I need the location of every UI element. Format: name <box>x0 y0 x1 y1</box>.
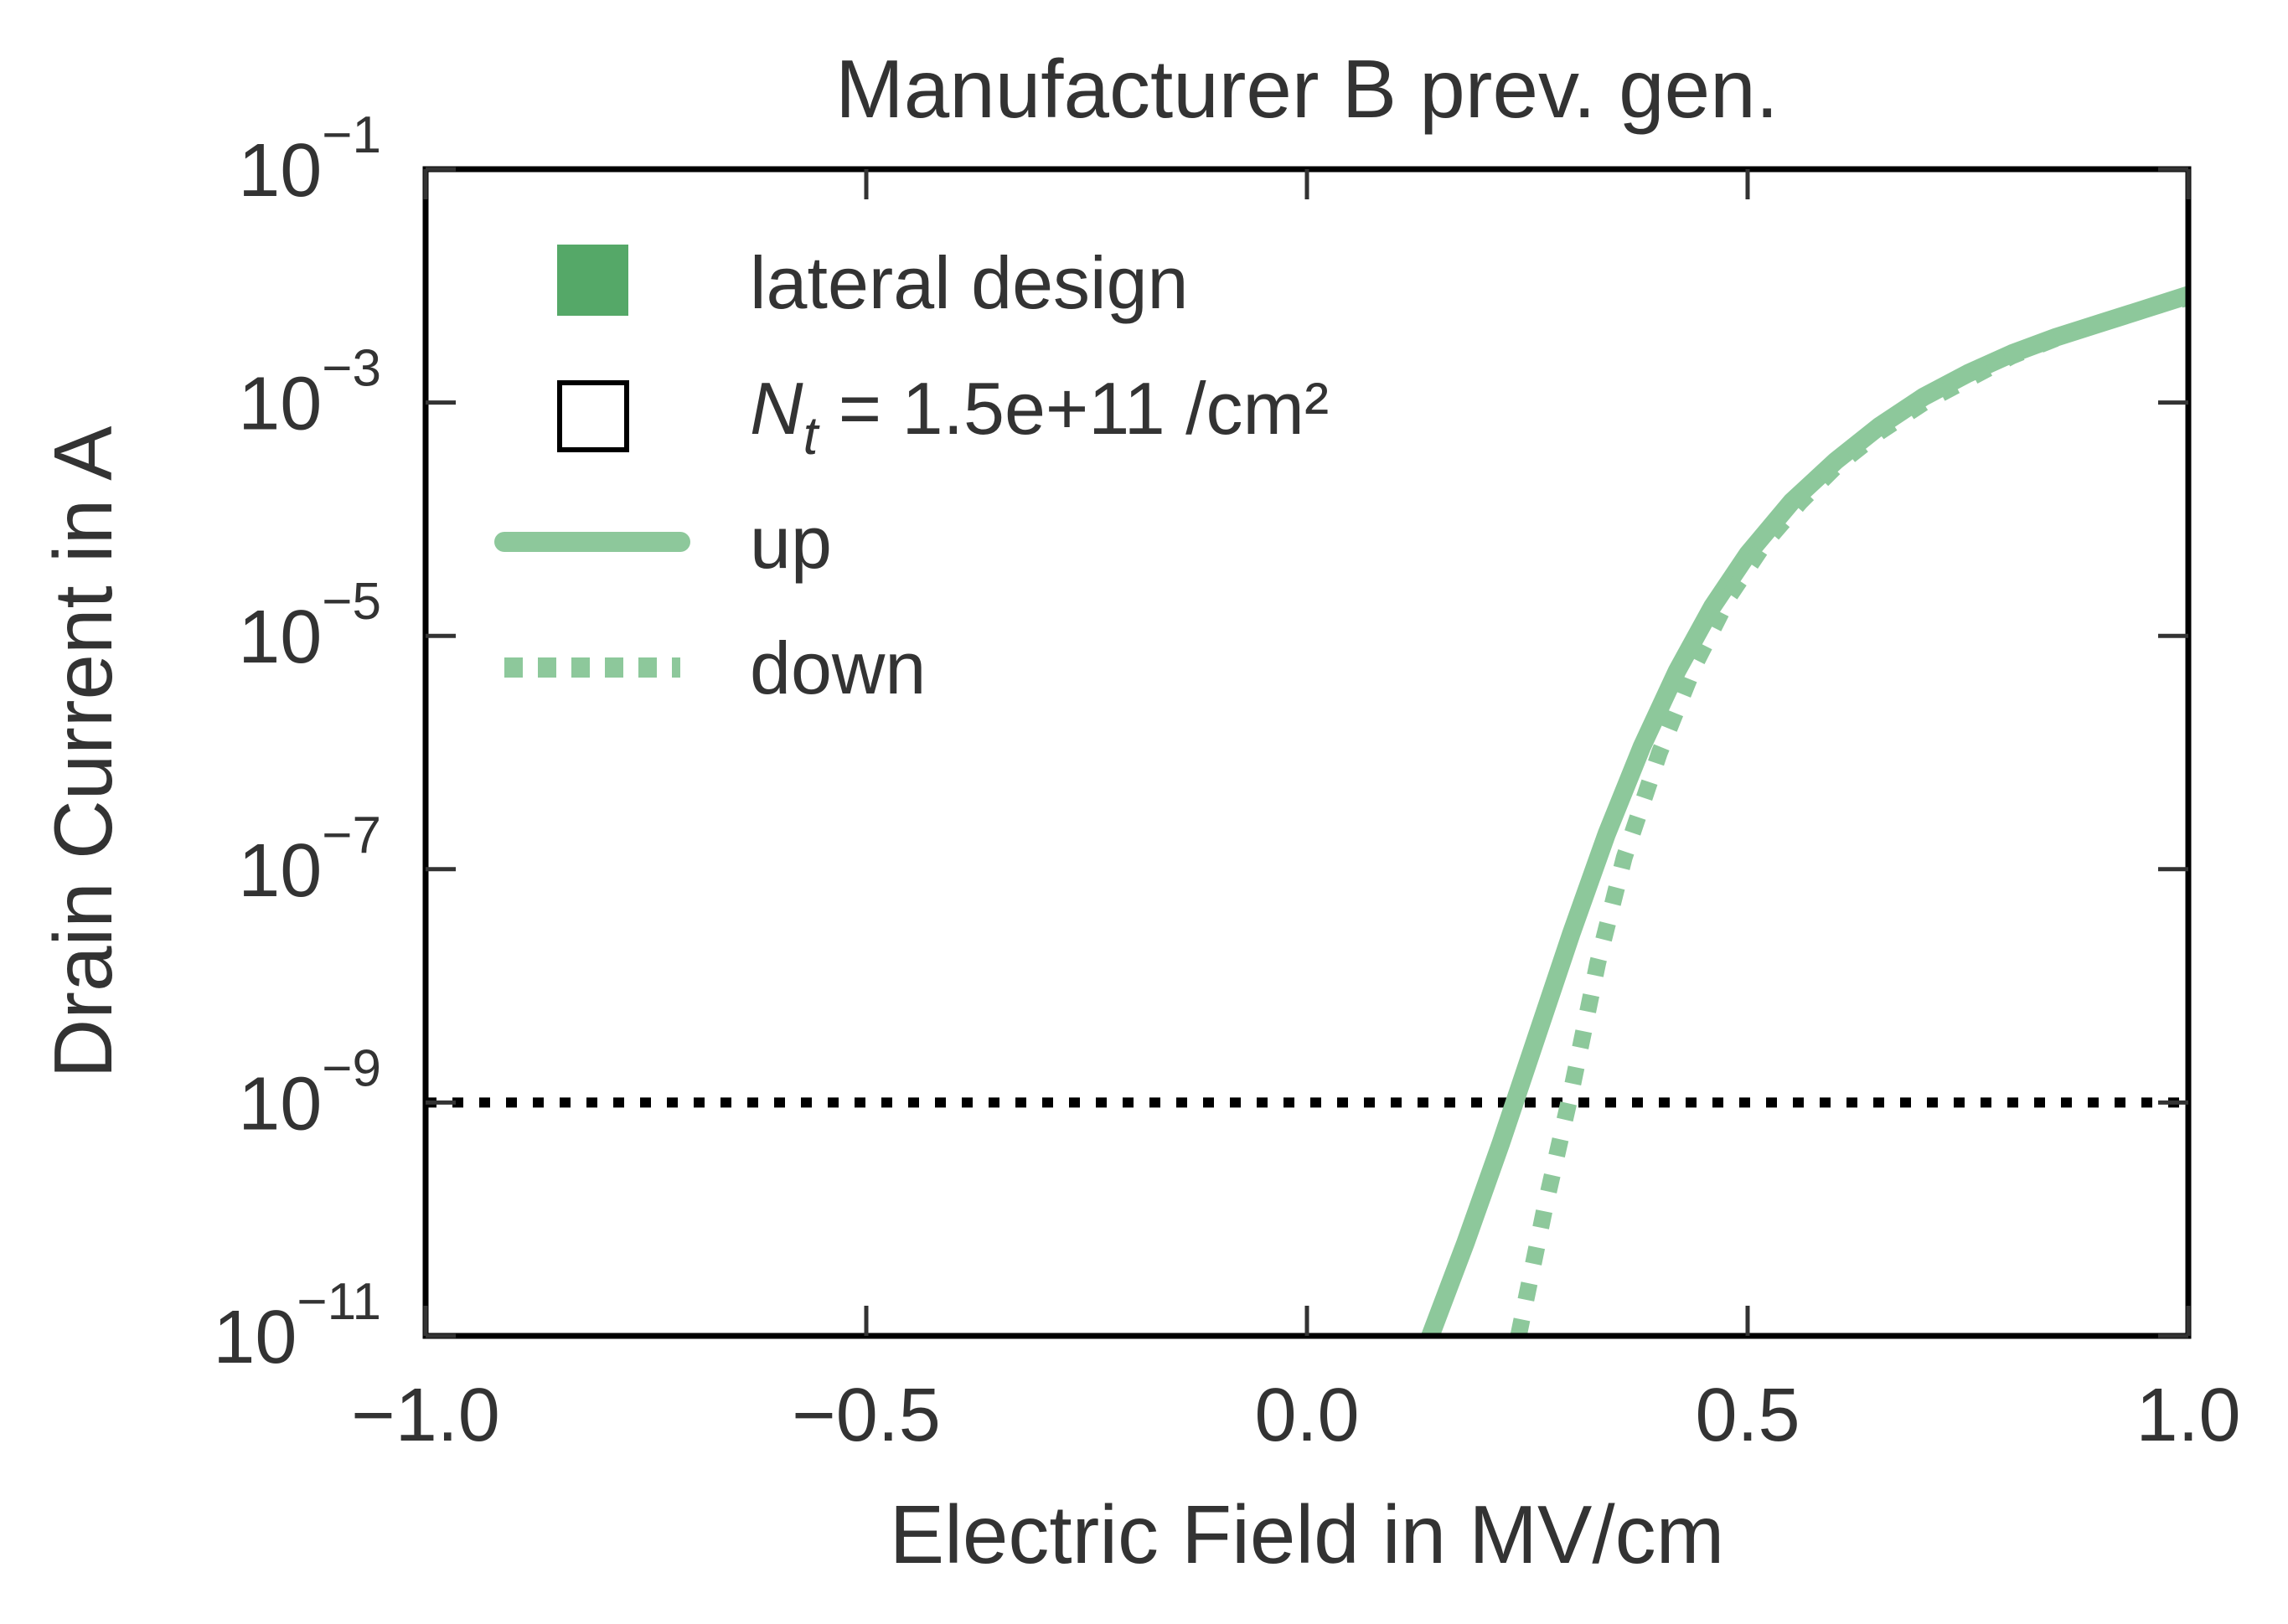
y-tick-label-exponent: −3 <box>322 340 381 398</box>
y-tick-label: 10−3 <box>238 340 381 446</box>
y-tick-label-base: 10 <box>238 595 322 679</box>
legend-label-nt-sub: t <box>803 405 820 466</box>
series-down-line <box>1510 289 2188 1336</box>
x-tick-label: 0.0 <box>1254 1374 1359 1457</box>
y-tick-label-exponent: −11 <box>297 1273 381 1331</box>
ticks-layer: −1.0 −0.5 0.0 0.5 1.010−1110−910−710−510−310… <box>213 106 2240 1457</box>
y-tick-label: 10−11 <box>213 1273 381 1379</box>
y-tick-label: 10−9 <box>238 1039 381 1146</box>
legend-label-nt: Nt = 1.5e+11 /cm² <box>750 367 1329 466</box>
y-tick-label-exponent: −9 <box>322 1039 381 1097</box>
y-tick-label: 10−5 <box>238 573 381 679</box>
chart-title: Manufacturer B prev. gen. <box>835 43 1779 135</box>
x-tick-label: 1.0 <box>2136 1374 2240 1457</box>
y-tick-label-base: 10 <box>213 1296 297 1379</box>
y-axis-label: Drain Current in A <box>37 425 129 1079</box>
y-tick-label-base: 10 <box>238 363 322 446</box>
x-tick-label: −1.0 <box>351 1374 500 1457</box>
legend-label-down: down <box>750 626 926 709</box>
legend-label-nt-rest: = 1.5e+11 /cm² <box>818 367 1329 450</box>
y-tick-label-exponent: −1 <box>322 106 381 164</box>
x-axis-label: Electric Field in MV/cm <box>890 1488 1725 1580</box>
legend-label-lateral-design: lateral design <box>750 241 1188 324</box>
y-tick-label: 10−1 <box>238 106 381 213</box>
series-layer <box>426 286 2188 1336</box>
y-tick-label-exponent: −7 <box>322 807 381 864</box>
legend: lateral design Nt = 1.5e+11 /cm² up down <box>494 241 1329 709</box>
y-tick-label-base: 10 <box>238 829 322 913</box>
x-tick-label: 0.5 <box>1695 1374 1800 1457</box>
legend-label-up: up <box>750 501 832 584</box>
y-tick-label-base: 10 <box>238 129 322 213</box>
x-tick-label: −0.5 <box>792 1374 941 1457</box>
y-tick-label-base: 10 <box>238 1062 322 1146</box>
legend-marker-open-square <box>557 380 629 452</box>
legend-label-nt-main: N <box>750 367 803 450</box>
y-tick-label: 10−7 <box>238 807 381 913</box>
legend-marker-filled-square <box>557 245 628 316</box>
y-tick-label-exponent: −5 <box>322 573 381 631</box>
